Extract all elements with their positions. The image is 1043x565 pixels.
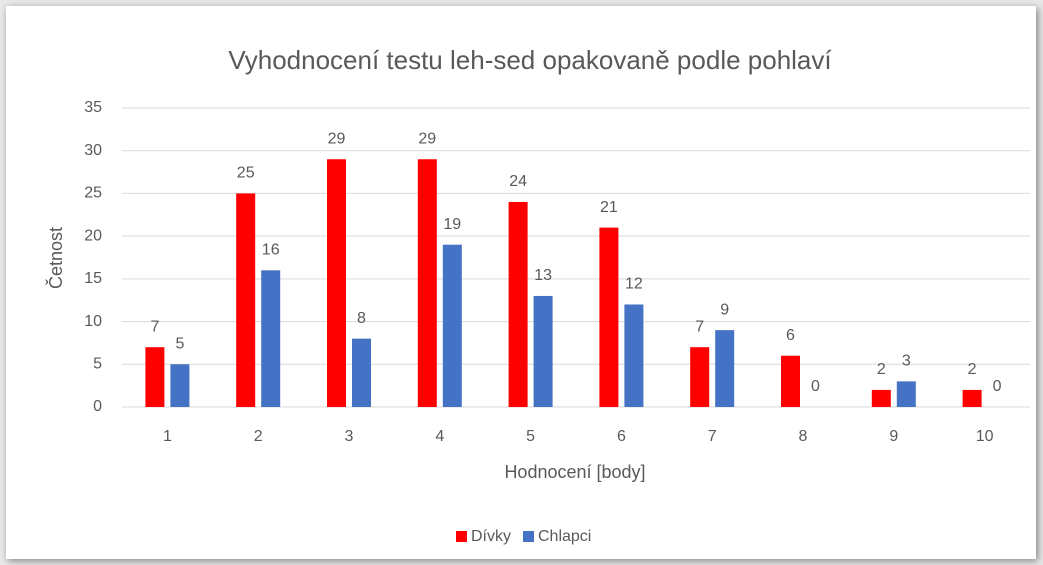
bar: [962, 389, 982, 407]
bar: [145, 347, 165, 407]
legend-swatch: [456, 531, 467, 542]
legend-label: Dívky: [471, 528, 511, 545]
bar: [352, 338, 371, 407]
value-label: 2: [968, 361, 977, 378]
legend-swatch: [523, 531, 534, 542]
y-tick-label: 35: [84, 99, 102, 116]
value-label: 3: [902, 353, 911, 370]
bar: [327, 159, 346, 407]
x-axis-label: Hodnocení [body]: [504, 462, 645, 482]
value-label: 29: [418, 130, 436, 147]
value-label: 29: [328, 130, 346, 147]
x-tick-label: 6: [617, 428, 626, 445]
y-axis-label: Četnost: [45, 227, 66, 289]
bar: [871, 389, 891, 407]
bar: [442, 244, 462, 407]
y-tick-label: 10: [84, 313, 102, 330]
value-label: 7: [150, 318, 159, 335]
bar: [624, 304, 644, 407]
value-label: 7: [695, 318, 704, 335]
x-tick-label: 1: [163, 428, 172, 445]
value-label: 13: [534, 267, 552, 284]
y-tick-label: 25: [84, 185, 102, 202]
y-tick-label: 5: [93, 356, 102, 373]
value-label: 9: [720, 301, 729, 318]
x-tick-label: 8: [799, 428, 808, 445]
bar: [417, 159, 437, 407]
value-label: 6: [786, 327, 795, 344]
y-tick-label: 15: [84, 270, 102, 287]
bar: [599, 227, 619, 407]
bar: [508, 201, 528, 407]
bar: [261, 270, 281, 407]
legend-label: Chlapci: [538, 528, 591, 545]
x-tick-label: 3: [345, 428, 354, 445]
x-tick-label: 5: [526, 428, 535, 445]
value-label: 19: [443, 216, 461, 233]
value-label: 0: [993, 378, 1002, 395]
bar: [533, 295, 553, 407]
value-label: 25: [237, 165, 255, 182]
value-label: 24: [509, 173, 527, 190]
bar: [896, 381, 916, 407]
x-tick-label: 9: [889, 428, 898, 445]
bar: [715, 330, 735, 407]
bar: [170, 364, 190, 407]
value-label: 0: [811, 378, 820, 395]
chart-title: Vyhodnocení testu leh-sed opakovaně podl…: [228, 45, 832, 75]
bar: [781, 355, 800, 407]
bar: [690, 347, 710, 407]
y-tick-label: 0: [93, 398, 102, 415]
y-tick-label: 30: [84, 142, 102, 159]
bar: [236, 193, 256, 407]
value-label: 16: [262, 242, 280, 259]
value-label: 2: [877, 361, 886, 378]
value-label: 12: [625, 276, 643, 293]
x-tick-label: 10: [976, 428, 994, 445]
value-label: 5: [175, 336, 184, 353]
x-tick-label: 2: [254, 428, 263, 445]
value-label: 8: [357, 310, 366, 327]
x-tick-label: 4: [435, 428, 444, 445]
y-tick-label: 20: [84, 227, 102, 244]
value-label: 21: [600, 199, 618, 216]
x-tick-label: 7: [708, 428, 717, 445]
